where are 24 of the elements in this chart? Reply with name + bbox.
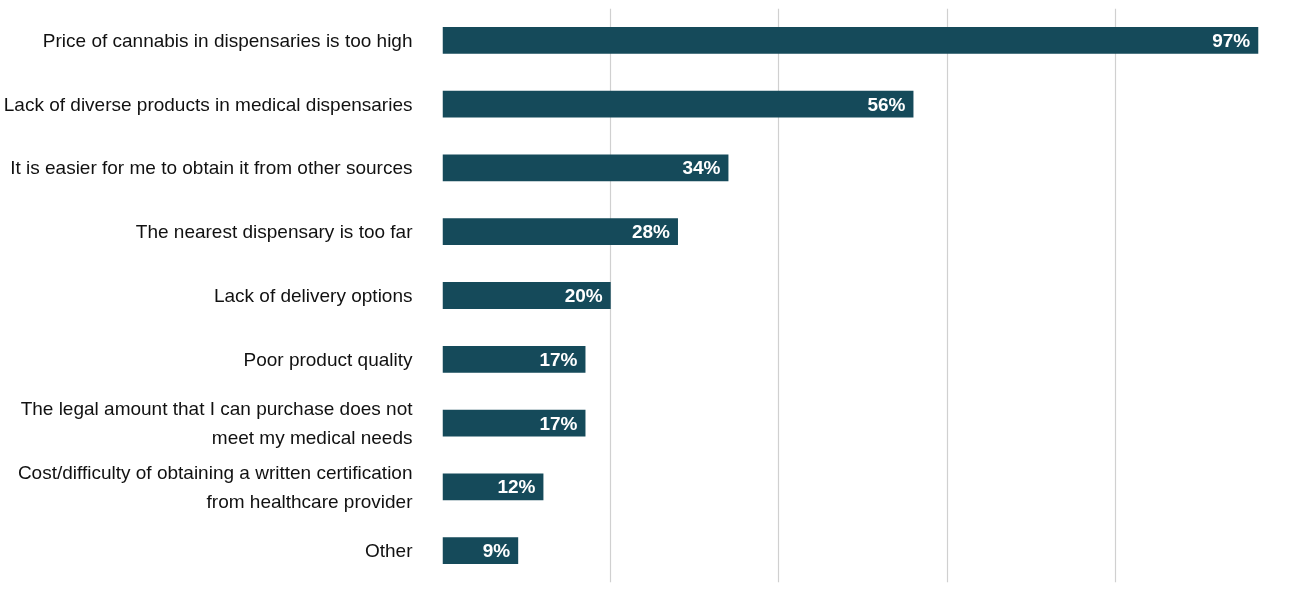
y-tick-label: It is easier for me to obtain it from other sources bbox=[10, 157, 413, 179]
data-label: 17% bbox=[539, 412, 578, 434]
bar bbox=[442, 154, 729, 182]
bar bbox=[442, 218, 678, 246]
data-label: 34% bbox=[682, 157, 721, 179]
data-label: 9% bbox=[482, 540, 511, 562]
bar bbox=[442, 27, 1259, 54]
y-tick-label: Other bbox=[364, 540, 414, 562]
bar bbox=[442, 90, 914, 118]
data-label: 17% bbox=[539, 348, 578, 370]
y-tick-label: The legal amount that I can purchase does not meet my medical needs bbox=[20, 398, 414, 448]
data-label: 97% bbox=[1212, 29, 1251, 51]
data-label: 28% bbox=[631, 221, 671, 243]
y-tick-label: The nearest dispensary is too far bbox=[135, 221, 414, 243]
y-tick-label: Lack of delivery options bbox=[213, 285, 413, 306]
bar bbox=[442, 345, 586, 373]
y-tick-label: Lack of diverse products in medical dispensaries bbox=[3, 93, 413, 115]
data-label: 12% bbox=[497, 476, 536, 498]
y-tick-label: Price of cannabis in dispensaries is too high bbox=[42, 29, 413, 51]
y-tick-label: Cost/difficulty of obtaining a written certification from healthcare provider bbox=[17, 462, 414, 512]
y-tick-label: Poor product quality bbox=[243, 348, 413, 370]
data-label: 56% bbox=[867, 93, 906, 115]
data-label: 20% bbox=[564, 285, 603, 306]
bar bbox=[442, 282, 611, 309]
